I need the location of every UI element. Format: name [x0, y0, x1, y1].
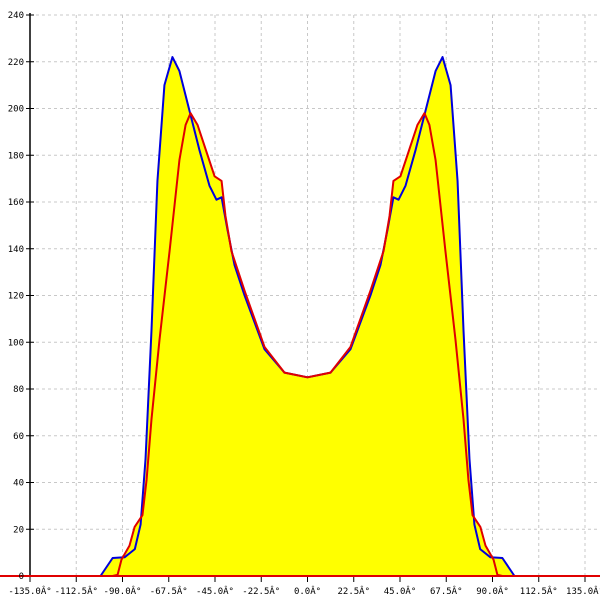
x-tick-label: 22.5Â°	[337, 585, 370, 597]
y-tick-label: 20	[13, 525, 24, 535]
y-tick-label: 80	[13, 385, 24, 395]
x-tick-label: -67.5Â°	[150, 585, 188, 597]
x-tick-label: -45.0Â°	[196, 585, 234, 597]
series-line-2	[112, 112, 503, 577]
y-tick-label: 180	[8, 151, 24, 161]
y-tick-label: 240	[8, 11, 24, 21]
y-tick-label: 60	[13, 432, 24, 442]
series-lines	[99, 56, 516, 577]
x-tick-label: -22.5Â°	[242, 585, 280, 597]
y-tick-label: 120	[8, 292, 24, 302]
x-tick-label: 112.5Â°	[520, 585, 558, 597]
y-tick-label: 100	[8, 338, 24, 348]
y-tick-label: 0	[19, 572, 24, 582]
y-tick-label: 200	[8, 105, 24, 115]
y-tick-label: 220	[8, 58, 24, 68]
x-tick-label: 67.5Â°	[430, 585, 463, 597]
tick-labels: 0 20 40 60 80 100 120 140 160 180 200 220 240 -135.0Â…	[8, 11, 600, 597]
area-fill	[97, 57, 518, 577]
x-tick-label: 135.0Â°	[566, 585, 600, 597]
x-tick-label: -90.0Â°	[104, 585, 142, 597]
y-tick-label: 40	[13, 479, 24, 489]
axes	[0, 13, 600, 582]
area-fill-shape	[97, 57, 518, 577]
x-tick-label: 45.0Â°	[384, 585, 417, 597]
x-tick-label: 90.0Â°	[476, 585, 509, 597]
x-tick-label: 0.0Â°	[294, 585, 321, 597]
x-tick-label: -135.0Â°	[8, 585, 51, 597]
y-tick-label: 160	[8, 198, 24, 208]
y-tick-label: 140	[8, 245, 24, 255]
x-tick-label: -112.5Â°	[55, 585, 98, 597]
